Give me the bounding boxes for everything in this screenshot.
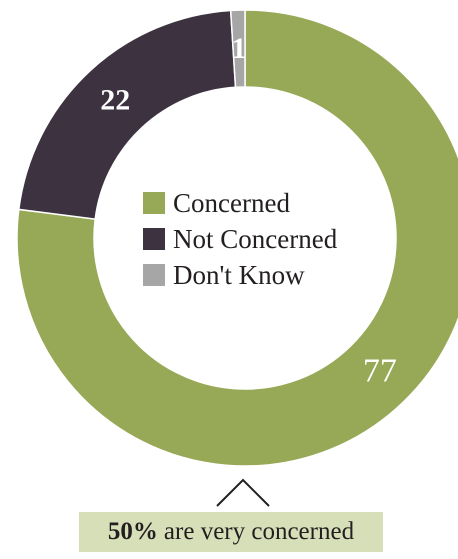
legend-label-dont-know: Don't Know [173, 260, 305, 290]
callout-text: are very concerned [163, 518, 355, 545]
donut-chart: 77 22 1 [16, 9, 458, 467]
legend-label-concerned: Concerned [173, 188, 290, 218]
data-label-concerned: 77 [363, 353, 397, 390]
donut-slice-dont-know [229, 9, 246, 89]
callout-pointer-icon [216, 478, 270, 507]
legend: Concerned Not Concerned Don't Know [143, 185, 337, 293]
donut-slice-concerned [16, 9, 458, 467]
data-label-not-concerned: 22 [100, 83, 130, 116]
legend-item-concerned: Concerned [143, 185, 337, 221]
data-label-dont-know: 1 [232, 32, 247, 65]
legend-swatch-concerned [143, 192, 165, 214]
legend-label-not-concerned: Not Concerned [173, 224, 338, 254]
legend-swatch-dont-know [143, 264, 165, 286]
donut-slice-not-concerned [17, 9, 237, 220]
legend-swatch-not-concerned [143, 228, 165, 250]
legend-item-dont-know: Don't Know [143, 257, 337, 293]
callout-box: 50% are very concerned [79, 512, 383, 552]
legend-item-not-concerned: Not Concerned [143, 221, 337, 257]
callout-percent: 50% [107, 518, 158, 545]
